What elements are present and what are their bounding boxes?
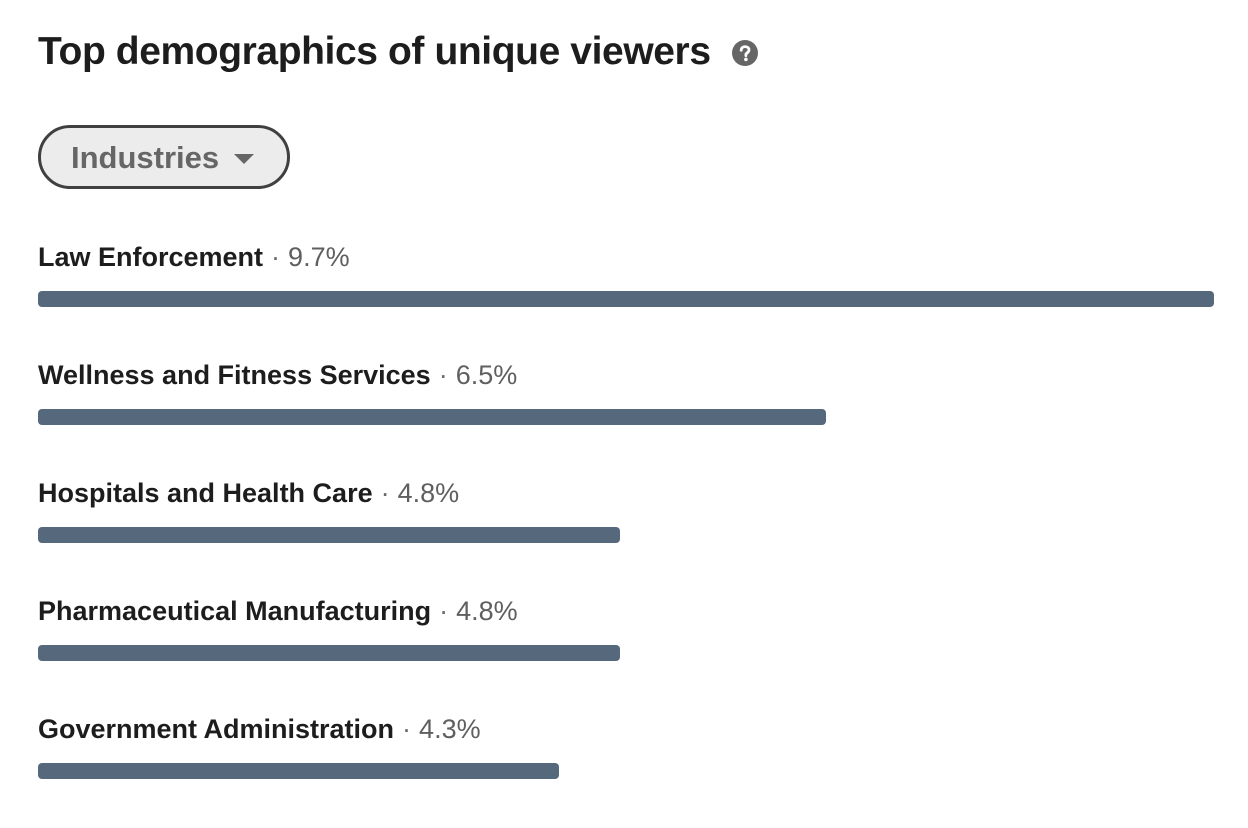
- demographic-row: Government Administration · 4.3%: [38, 710, 1214, 828]
- separator-dot: ·: [438, 360, 448, 390]
- demographic-percentage: 4.3%: [419, 714, 481, 744]
- separator-dot: ·: [439, 596, 449, 626]
- demographic-bar: [38, 645, 620, 661]
- demographic-row: Hospitals and Health Care · 4.8%: [38, 474, 1214, 592]
- section-header: Top demographics of unique viewers: [38, 26, 759, 78]
- demographic-row: Wellness and Fitness Services · 6.5%: [38, 356, 1214, 474]
- separator-dot: ·: [271, 242, 281, 272]
- demographic-percentage: 4.8%: [456, 596, 518, 626]
- demographic-label: Hospitals and Health Care · 4.8%: [38, 474, 1214, 512]
- demographic-bar: [38, 409, 826, 425]
- demographic-row: Pharmaceutical Manufacturing · 4.8%: [38, 592, 1214, 710]
- help-circle-icon[interactable]: [731, 39, 759, 67]
- demographic-bar: [38, 527, 620, 543]
- caret-down-icon: [233, 152, 255, 164]
- demographic-label: Pharmaceutical Manufacturing · 4.8%: [38, 592, 1214, 630]
- demographic-label: Government Administration · 4.3%: [38, 710, 1214, 748]
- dropdown-selected-label: Industries: [71, 139, 220, 175]
- demographic-bar: [38, 763, 559, 779]
- demographic-label: Law Enforcement · 9.7%: [38, 238, 1214, 276]
- demographic-label: Wellness and Fitness Services · 6.5%: [38, 356, 1214, 394]
- demographics-list: Law Enforcement · 9.7% Wellness and Fitnes…: [38, 238, 1214, 828]
- demographic-percentage: 6.5%: [455, 360, 518, 390]
- demographic-name: Government Administration: [38, 714, 395, 744]
- demographic-bar: [38, 291, 1214, 307]
- separator-dot: ·: [402, 714, 412, 744]
- industries-dropdown[interactable]: Industries: [38, 125, 290, 189]
- separator-dot: ·: [380, 478, 390, 508]
- demographic-percentage: 4.8%: [397, 478, 460, 508]
- demographic-name: Hospitals and Health Care: [38, 478, 373, 508]
- demographic-name: Wellness and Fitness Services: [38, 360, 431, 390]
- demographic-row: Law Enforcement · 9.7%: [38, 238, 1214, 356]
- demographic-name: Pharmaceutical Manufacturing: [38, 596, 432, 626]
- demographic-percentage: 9.7%: [288, 242, 350, 272]
- demographic-name: Law Enforcement: [38, 242, 264, 272]
- section-title: Top demographics of unique viewers: [38, 30, 711, 73]
